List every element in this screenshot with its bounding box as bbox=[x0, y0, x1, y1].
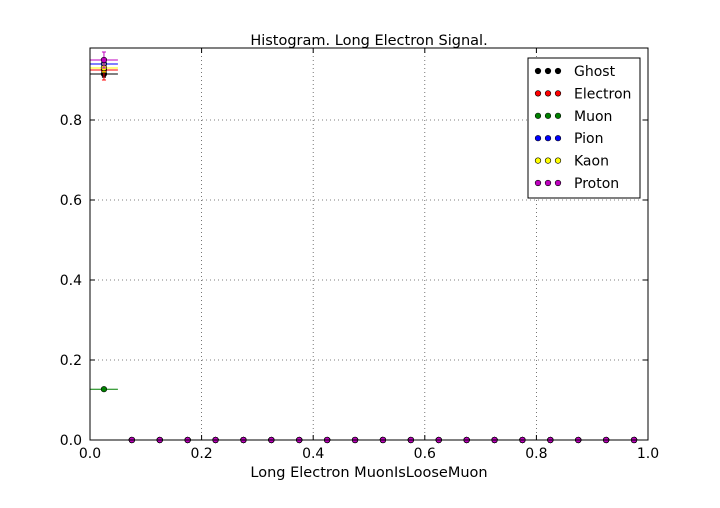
x-tick-label: 1.0 bbox=[637, 446, 659, 462]
x-axis-label: Long Electron MuonIsLooseMuon bbox=[250, 465, 487, 481]
legend-label: Proton bbox=[574, 176, 619, 192]
y-tick-label: 0.8 bbox=[60, 113, 82, 129]
legend-marker bbox=[554, 135, 562, 142]
legend-marker bbox=[534, 90, 542, 97]
legend-marker bbox=[534, 135, 542, 142]
legend-marker bbox=[544, 112, 552, 119]
legend-entry-electron: Electron bbox=[534, 86, 631, 102]
legend-marker bbox=[534, 112, 542, 119]
legend-marker bbox=[554, 112, 562, 119]
x-tick-label: 0.0 bbox=[79, 446, 101, 462]
y-tick-label: 0.4 bbox=[60, 273, 82, 289]
chart-title: Histogram. Long Electron Signal. bbox=[250, 33, 487, 49]
series-muon bbox=[90, 386, 648, 444]
legend-label: Ghost bbox=[574, 64, 616, 80]
legend-marker bbox=[544, 157, 552, 164]
legend-marker bbox=[544, 135, 552, 142]
legend-entry-muon: Muon bbox=[534, 109, 612, 125]
legend-entry-proton: Proton bbox=[534, 176, 619, 192]
y-tick-label: 0.6 bbox=[60, 193, 82, 209]
legend-marker bbox=[544, 67, 552, 75]
legend-box bbox=[527, 57, 641, 199]
x-tick-label: 0.8 bbox=[525, 446, 547, 462]
legend-entry-ghost: Ghost bbox=[534, 64, 616, 80]
legend-label: Muon bbox=[574, 109, 612, 125]
legend-marker bbox=[554, 67, 562, 75]
data-point bbox=[100, 56, 108, 64]
legend: Ghost Electron Muon Pion Kaon Proton bbox=[527, 57, 641, 199]
legend-marker bbox=[534, 67, 542, 75]
legend-label: Pion bbox=[574, 131, 603, 147]
y-tick-label: 0.2 bbox=[60, 353, 82, 369]
legend-marker bbox=[544, 179, 552, 187]
legend-marker bbox=[534, 157, 542, 164]
plot-frame bbox=[89, 47, 649, 441]
legend-label: Electron bbox=[574, 86, 631, 102]
ticks: 0.0 0.2 0.4 0.6 0.8 1.0 0.0 0.2 0.4 0.6 0.8 bbox=[60, 48, 659, 462]
x-tick-label: 0.6 bbox=[414, 446, 436, 462]
legend-entry-pion: Pion bbox=[534, 131, 603, 147]
legend-marker bbox=[554, 157, 562, 164]
legend-marker bbox=[544, 90, 552, 97]
legend-marker bbox=[534, 179, 542, 187]
legend-marker bbox=[554, 90, 562, 97]
x-tick-label: 0.2 bbox=[190, 446, 212, 462]
data-point bbox=[100, 386, 108, 393]
legend-marker bbox=[554, 179, 562, 187]
legend-entry-kaon: Kaon bbox=[534, 154, 609, 170]
legend-label: Kaon bbox=[574, 154, 609, 170]
x-tick-label: 0.4 bbox=[302, 446, 324, 462]
y-tick-label: 0.0 bbox=[60, 433, 82, 449]
